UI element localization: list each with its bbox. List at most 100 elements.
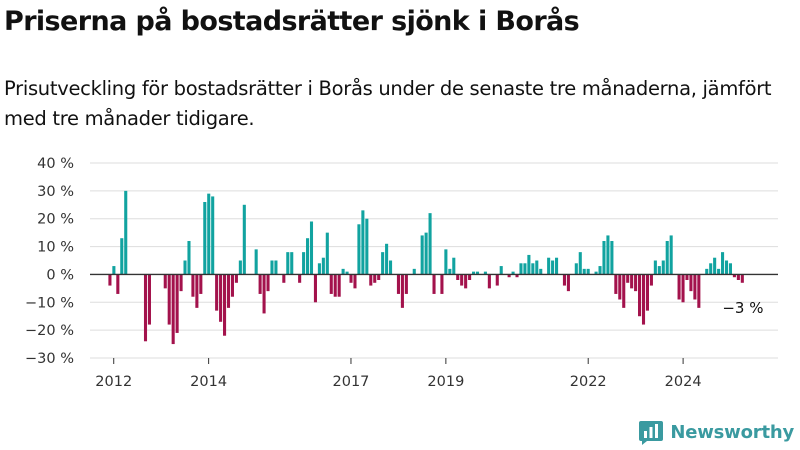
bar <box>147 274 151 325</box>
bar <box>179 274 183 292</box>
bar <box>697 274 701 308</box>
bar <box>645 274 649 311</box>
bar <box>242 204 246 275</box>
bar <box>223 274 227 336</box>
bar <box>124 190 128 275</box>
bar <box>693 274 697 300</box>
bar <box>337 274 341 297</box>
bar <box>258 274 262 294</box>
bar <box>551 260 555 275</box>
bar <box>116 274 120 294</box>
bar <box>167 274 171 325</box>
bar <box>630 274 634 289</box>
bar <box>661 260 665 275</box>
bar <box>112 266 116 275</box>
bar <box>207 193 211 275</box>
bar <box>681 274 685 303</box>
bar <box>191 274 195 297</box>
bar <box>381 252 385 275</box>
x-tick-label: 2014 <box>190 374 227 390</box>
bar <box>373 274 377 283</box>
bar <box>357 224 361 275</box>
bar <box>507 274 511 278</box>
bar <box>404 274 408 294</box>
y-tick-label: −30 % <box>25 351 74 367</box>
bar <box>199 274 203 294</box>
brand-name: Newsworthy <box>670 421 794 443</box>
y-tick-label: 40 % <box>37 156 74 172</box>
bar <box>219 274 223 322</box>
bar <box>175 274 179 333</box>
bar <box>610 241 614 275</box>
bar <box>325 232 329 275</box>
bar <box>108 274 112 286</box>
y-tick-label: 30 % <box>37 184 74 200</box>
bar <box>412 268 416 275</box>
bar <box>345 271 349 275</box>
bar <box>689 274 693 292</box>
bar <box>531 263 535 275</box>
bar <box>238 260 242 275</box>
x-tick-label: 2017 <box>333 374 370 390</box>
bar <box>527 254 531 275</box>
newsworthy-brand: Newsworthy <box>638 419 794 445</box>
bar <box>187 241 191 275</box>
x-tick-label: 2019 <box>427 374 464 390</box>
x-tick-label: 2024 <box>665 374 702 390</box>
bar <box>657 266 661 275</box>
bar <box>302 252 306 275</box>
bar <box>641 274 646 325</box>
bar <box>582 268 586 275</box>
bar <box>515 274 519 278</box>
bar <box>317 263 321 275</box>
bar <box>120 238 124 275</box>
bar <box>282 274 286 283</box>
bar <box>195 274 199 308</box>
bar <box>440 274 444 294</box>
bar <box>669 235 673 275</box>
y-tick-label: 0 % <box>46 267 74 283</box>
bar <box>290 252 294 275</box>
bar <box>377 274 381 280</box>
x-tick-label: 2012 <box>95 374 132 390</box>
bar <box>444 249 448 275</box>
bar <box>713 257 717 275</box>
bar <box>705 268 709 275</box>
bar <box>230 274 234 297</box>
bar <box>389 260 393 275</box>
bar <box>270 260 274 275</box>
bar <box>254 249 258 275</box>
bar <box>211 196 215 275</box>
bar <box>574 263 578 275</box>
y-tick-label: −20 % <box>25 323 74 339</box>
bar <box>649 274 653 286</box>
bar <box>306 238 310 275</box>
bar <box>353 274 357 289</box>
bar <box>535 260 539 275</box>
bar <box>361 210 365 275</box>
bar <box>365 218 369 275</box>
y-tick-label: 20 % <box>37 212 74 228</box>
bar <box>424 232 428 275</box>
bar <box>740 274 744 283</box>
bar <box>448 268 452 275</box>
bar <box>333 274 337 297</box>
bar <box>274 260 278 275</box>
chart-title: Priserna på bostadsrätter sjönk i Borås <box>4 6 580 37</box>
bar <box>555 257 559 275</box>
x-tick-label: 2022 <box>570 374 607 390</box>
bar <box>329 274 333 294</box>
bar <box>618 274 622 300</box>
bar <box>262 274 266 314</box>
bar <box>183 260 187 275</box>
bar <box>614 274 618 294</box>
bar <box>234 274 238 283</box>
bar <box>163 274 167 289</box>
bar <box>638 274 642 317</box>
bar <box>709 263 713 275</box>
chart-subtitle: Prisutveckling för bostadsrätter i Borås… <box>4 77 772 130</box>
bar <box>432 274 436 294</box>
bar <box>547 257 551 275</box>
bar <box>523 263 527 275</box>
